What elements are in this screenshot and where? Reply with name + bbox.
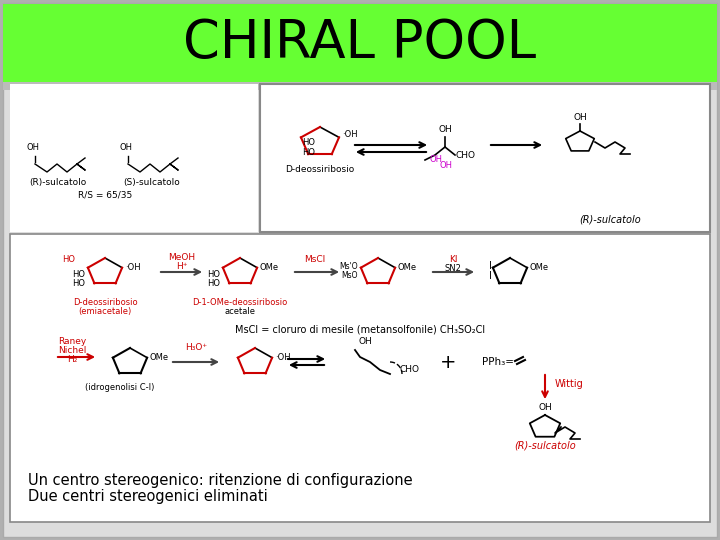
Text: HO: HO [72, 279, 85, 288]
Text: KI: KI [449, 255, 457, 264]
Text: Due centri stereogenici eliminati: Due centri stereogenici eliminati [28, 489, 268, 503]
Text: R/S = 65/35: R/S = 65/35 [78, 191, 132, 199]
Text: Nichel: Nichel [58, 346, 86, 355]
Text: D-1-OMe-deossiribosio: D-1-OMe-deossiribosio [192, 298, 287, 307]
Bar [10, 84, 258, 232]
Text: OH: OH [538, 403, 552, 412]
Text: OMe: OMe [530, 263, 549, 272]
Text: D-deossiribosio: D-deossiribosio [285, 165, 355, 174]
Text: SN2: SN2 [444, 264, 462, 273]
Text: OMe: OMe [260, 263, 279, 272]
Text: Un centro stereogenico: ritenzione di configurazione: Un centro stereogenico: ritenzione di co… [28, 472, 413, 488]
Text: (R)-sulcatolo: (R)-sulcatolo [579, 215, 641, 225]
Text: MsO: MsO [341, 271, 358, 280]
Text: OH: OH [430, 155, 443, 164]
Text: (idrogenolisi C-I): (idrogenolisi C-I) [85, 383, 155, 392]
Text: OMe: OMe [150, 353, 169, 362]
Text: PPh₃=: PPh₃= [482, 357, 514, 367]
Text: ·OH: ·OH [342, 130, 358, 139]
Text: HO: HO [302, 138, 315, 147]
Text: Ms'O: Ms'O [339, 262, 358, 271]
Text: OH: OH [438, 125, 452, 134]
Text: HO: HO [207, 279, 220, 288]
Text: H₃O⁺: H₃O⁺ [185, 343, 207, 352]
Text: OH: OH [120, 143, 132, 152]
Text: (R)-sulcatolo: (R)-sulcatolo [514, 441, 576, 451]
Text: CHO: CHO [456, 151, 476, 160]
Text: D-deossiribosio: D-deossiribosio [73, 298, 138, 307]
Text: +: + [440, 353, 456, 372]
Text: acetale: acetale [225, 307, 256, 316]
Text: ·OH: ·OH [125, 263, 140, 272]
Bar [260, 84, 710, 232]
Bar [10, 234, 710, 522]
Text: OH: OH [573, 113, 587, 122]
Text: OH: OH [358, 337, 372, 346]
Text: I: I [489, 261, 492, 271]
Text: I: I [489, 271, 492, 281]
Text: OH: OH [27, 143, 40, 152]
Text: MeOH: MeOH [168, 253, 196, 262]
Text: ·OH: ·OH [275, 353, 291, 362]
Text: Wittig: Wittig [555, 379, 584, 389]
Text: Raney: Raney [58, 337, 86, 346]
Text: (R)-sulcatolo: (R)-sulcatolo [30, 179, 86, 187]
Text: CHIRAL POOL: CHIRAL POOL [184, 17, 536, 69]
Text: CHO: CHO [400, 365, 420, 374]
Text: HO: HO [72, 270, 85, 279]
Text: MsCl: MsCl [305, 255, 325, 264]
Text: H₂: H₂ [67, 355, 77, 364]
Text: OMe: OMe [398, 263, 417, 272]
Text: OH: OH [440, 161, 453, 170]
Text: MsCl = cloruro di mesile (metansolfonile) CH₃SO₂Cl: MsCl = cloruro di mesile (metansolfonile… [235, 324, 485, 334]
Text: (emiacetale): (emiacetale) [78, 307, 132, 316]
Text: H⁺: H⁺ [176, 262, 188, 271]
Text: HO: HO [302, 148, 315, 157]
Text: (S)-sulcatolo: (S)-sulcatolo [124, 179, 181, 187]
Bar [3, 4, 717, 82]
Text: HO: HO [207, 270, 220, 279]
Text: HO: HO [62, 255, 75, 264]
Bar [3, 80, 717, 90]
